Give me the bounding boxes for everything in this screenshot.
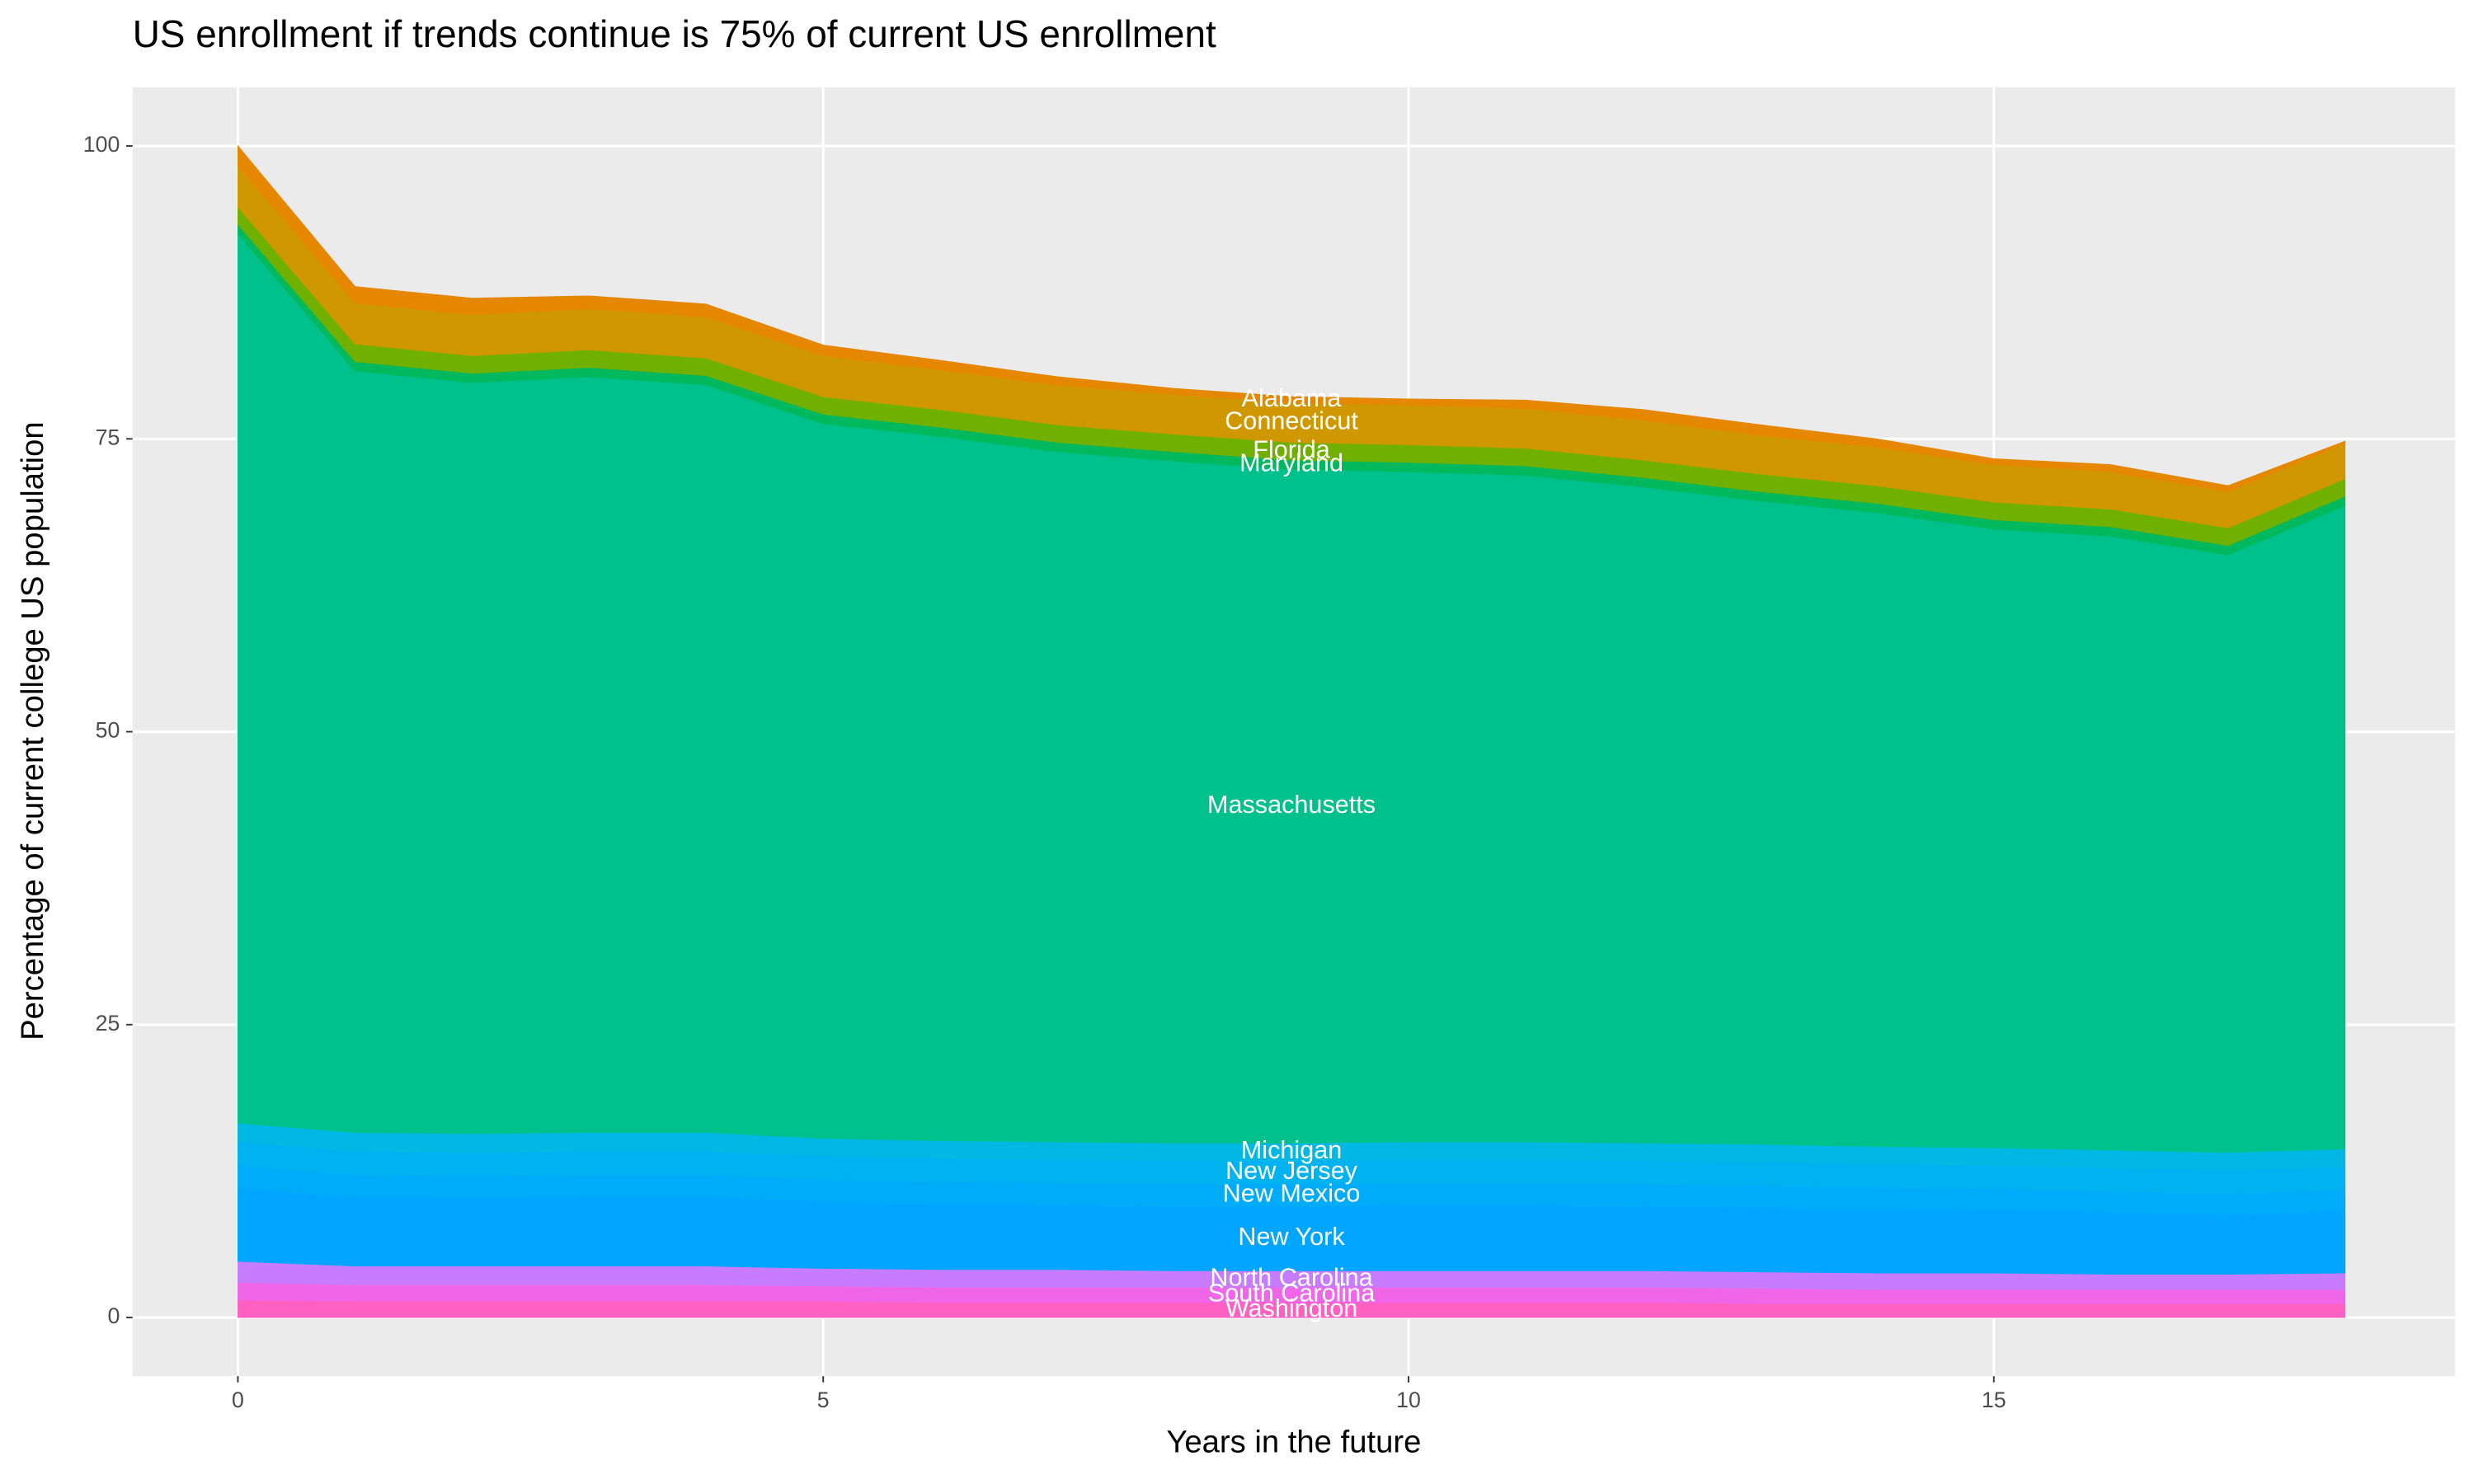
x-tick-label: 5	[817, 1388, 830, 1412]
series-label: Washington	[1225, 1294, 1358, 1322]
y-tick-label: 0	[108, 1303, 120, 1328]
x-tick-label: 10	[1396, 1388, 1421, 1412]
y-tick-label: 100	[83, 132, 120, 157]
series-label: Massachusetts	[1207, 791, 1376, 819]
series-label: Alabama	[1242, 384, 1343, 412]
series-label: New Mexico	[1223, 1180, 1361, 1208]
series-label: Connecticut	[1225, 407, 1358, 435]
y-tick-label: 25	[96, 1011, 120, 1036]
series-label: North Carolina	[1210, 1263, 1373, 1291]
y-tick-label: 50	[96, 718, 120, 743]
series-label: New Jersey	[1225, 1157, 1358, 1185]
y-tick-label: 75	[96, 425, 120, 449]
area	[237, 144, 2346, 492]
chart-title: US enrollment if trends continue is 75% …	[133, 12, 1216, 55]
series-label: New York	[1238, 1223, 1345, 1251]
x-tick-label: 15	[1982, 1388, 2006, 1412]
series-label: Michigan	[1241, 1136, 1343, 1164]
y-axis-title: Percentage of current college US populat…	[15, 421, 50, 1040]
areas	[237, 144, 2346, 1318]
axes: 0 25 50 75 100 0 5 10 15	[83, 132, 2006, 1412]
x-tick-label: 0	[232, 1388, 244, 1412]
series-label: Maryland	[1239, 449, 1343, 477]
series-label: Florida	[1253, 435, 1331, 463]
x-axis-title: Years in the future	[1166, 1425, 1421, 1460]
series-label: South Carolina	[1208, 1279, 1376, 1307]
